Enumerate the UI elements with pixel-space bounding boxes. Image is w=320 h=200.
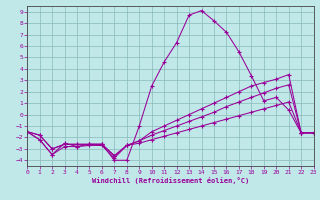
X-axis label: Windchill (Refroidissement éolien,°C): Windchill (Refroidissement éolien,°C) xyxy=(92,177,249,184)
